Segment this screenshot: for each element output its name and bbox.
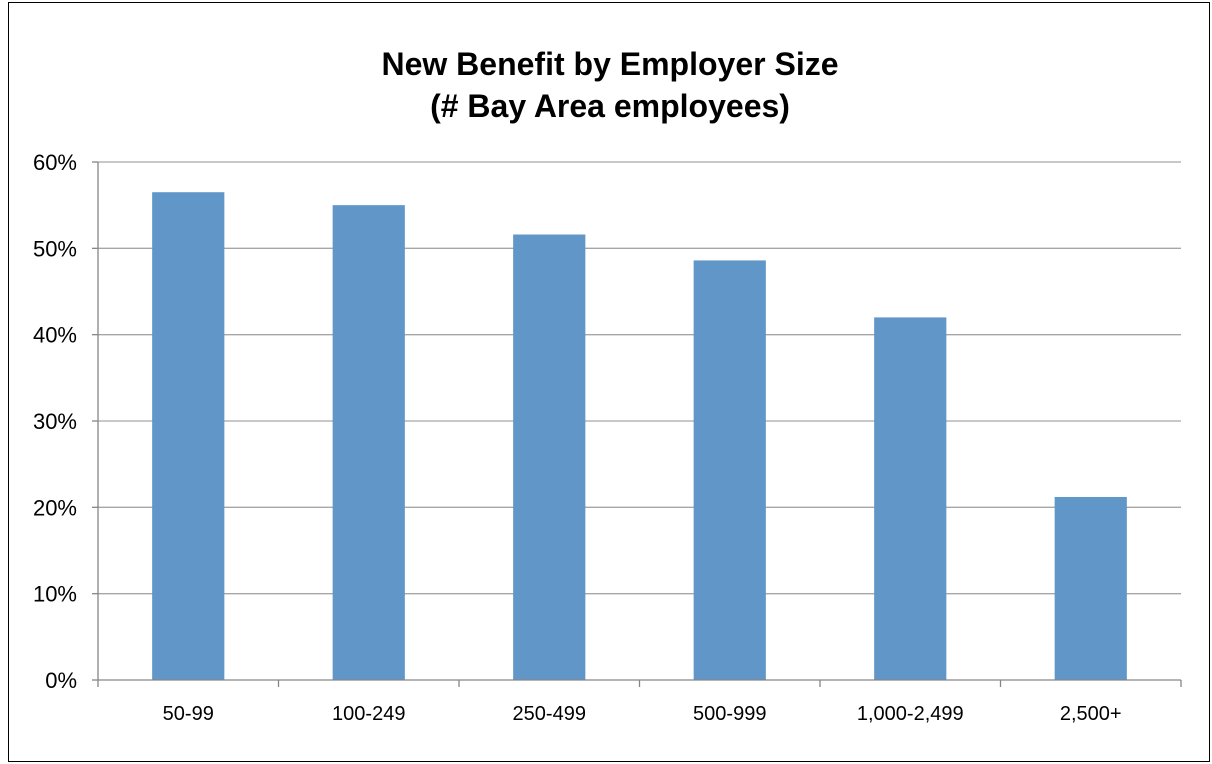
axes (92, 161, 1182, 687)
y-tick-labels: 0% 10% 20% 30% 40% 50% 60% (33, 150, 77, 693)
bars (152, 192, 1127, 680)
y-tick-label: 60% (33, 150, 77, 175)
bar (513, 234, 586, 680)
x-tick-label: 100-249 (332, 703, 405, 725)
chart-title: New Benefit by Employer Size (381, 46, 838, 82)
x-tick-labels: 50-99 100-249 250-499 500-999 1,000-2,499 2,5… (163, 703, 1122, 725)
bar (332, 205, 405, 680)
x-tick-label: 2,500+ (1060, 703, 1122, 725)
bar (152, 192, 225, 680)
bar (1054, 496, 1127, 680)
y-tick-label: 0% (45, 668, 77, 693)
y-tick-label: 30% (33, 409, 77, 434)
x-tick-label: 1,000-2,499 (857, 703, 964, 725)
x-tick-label: 500-999 (693, 703, 766, 725)
y-tick-label: 20% (33, 495, 77, 520)
gridlines (98, 161, 1181, 595)
y-tick-label: 40% (33, 323, 77, 348)
chart-subtitle: (# Bay Area employees) (430, 88, 790, 124)
bar (693, 260, 766, 680)
x-tick-label: 50-99 (163, 703, 214, 725)
y-tick-label: 50% (33, 236, 77, 261)
bar (874, 317, 947, 680)
y-tick-label: 10% (33, 582, 77, 607)
x-tick-label: 250-499 (513, 703, 586, 725)
